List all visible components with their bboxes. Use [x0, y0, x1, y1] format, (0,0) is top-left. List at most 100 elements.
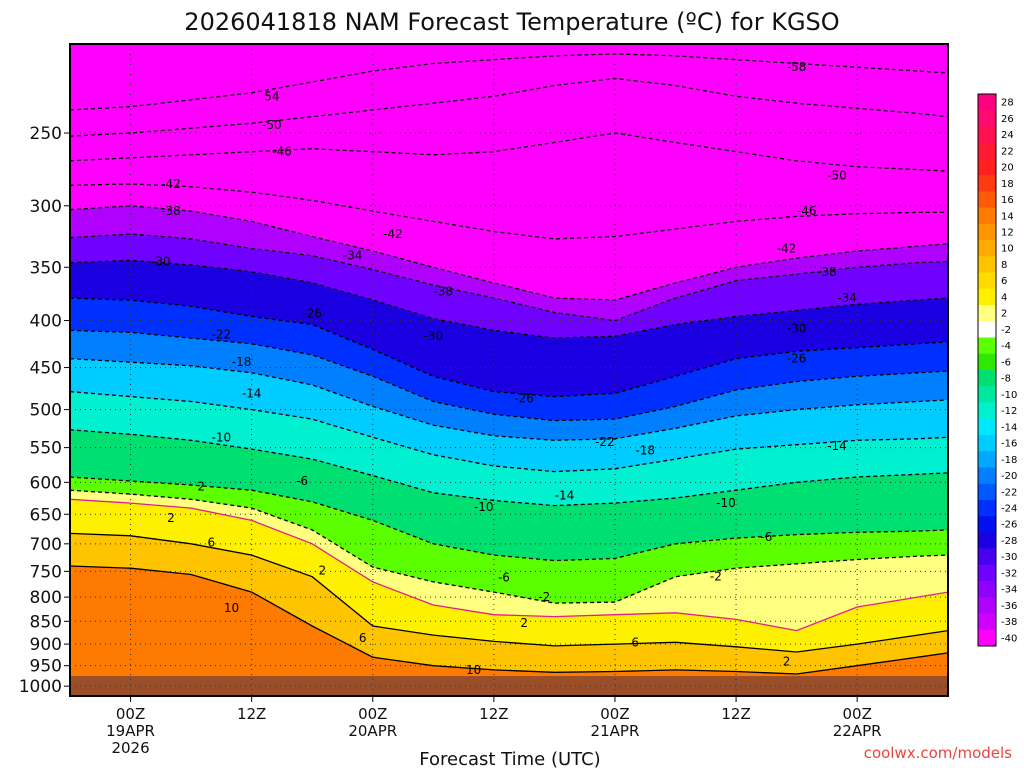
- contour-label: -14: [827, 439, 847, 453]
- colorbar-frame: [977, 93, 997, 647]
- contour-label: -42: [383, 227, 403, 241]
- fill-band--18: [70, 358, 948, 472]
- colorbar-label: 2: [1001, 309, 1007, 320]
- colorbar-label: -30: [1001, 552, 1017, 563]
- isotherm-6: [70, 532, 948, 653]
- colorbar: 28 26 24 22 20 18 16 14 12 10 8 6 4 2 -2 -4 -6 -8 -10 -12 -1…: [977, 93, 1017, 647]
- colorbar-swatch: [978, 434, 996, 452]
- colorbar-swatch: [978, 94, 996, 111]
- colorbar-swatch: [978, 499, 996, 517]
- fill-band--54: [70, 53, 948, 137]
- isotherm--18: [70, 357, 948, 441]
- colorbar-swatch: [978, 353, 996, 371]
- contour-label: 6: [359, 631, 367, 645]
- contour-label: -46: [797, 204, 817, 218]
- colorbar-label: -36: [1001, 601, 1017, 612]
- contour-label: 10: [224, 601, 239, 615]
- x-tick-date: 22APR: [833, 722, 882, 740]
- colorbar-swatch: [978, 564, 996, 582]
- colorbar-label: 14: [1001, 211, 1014, 222]
- isotherm--2: [70, 489, 948, 604]
- y-tick-label: 850: [30, 612, 62, 632]
- contour-label: -10: [716, 496, 736, 510]
- isotherm-2: [70, 498, 948, 632]
- y-tick-label: 750: [30, 562, 62, 582]
- colorbar-label: -18: [1001, 455, 1017, 466]
- contour-label: -26: [787, 352, 807, 366]
- colorbar-label: -40: [1001, 633, 1017, 644]
- x-tick-time: 12Z: [721, 705, 750, 723]
- colorbar-swatch: [978, 321, 996, 338]
- contour-label: 2: [318, 563, 326, 577]
- colorbar-label: 16: [1001, 195, 1014, 206]
- contour-label: -10: [212, 430, 232, 444]
- y-tick-label: 700: [30, 535, 62, 555]
- plot-frame: [69, 43, 949, 697]
- x-tick-year: 2026: [111, 739, 149, 757]
- y-tick-label: 800: [30, 588, 62, 608]
- x-tick-date: 21APR: [591, 722, 640, 740]
- contour-label: -2: [538, 590, 550, 604]
- colorbar-label: 12: [1001, 228, 1014, 239]
- colorbar-label: 8: [1001, 260, 1007, 271]
- contour-label: -30: [151, 255, 171, 269]
- x-tick-date: 20APR: [348, 722, 397, 740]
- contour-label: -6: [760, 530, 772, 544]
- contour-label-layer: 54-50-46-42-38-42-34-30-38-26-22 -30-18-1…: [151, 60, 857, 677]
- colorbar-swatch: [978, 386, 996, 403]
- colorbar-swatch: [978, 337, 996, 355]
- y-tick-label: 950: [30, 657, 62, 677]
- colorbar-label: -32: [1001, 568, 1017, 579]
- y-axis: 250 300 350 400 450 500 550 600 650 700 750 800 850 9…: [19, 124, 70, 697]
- colorbar-label: 4: [1001, 292, 1007, 303]
- contour-label: 6: [207, 536, 215, 550]
- contour-label: -18: [232, 355, 252, 369]
- fill-band--30: [70, 260, 948, 397]
- fill-band--26: [70, 298, 948, 421]
- colorbar-swatch: [978, 581, 996, 598]
- contour-label: 2: [520, 616, 528, 630]
- fill-band--38: [70, 205, 948, 321]
- contour-label: -46: [272, 145, 292, 159]
- colorbar-label: -28: [1001, 536, 1017, 547]
- y-tick-label: 350: [30, 258, 62, 278]
- contour-label: -10: [474, 500, 494, 514]
- fill-band--34: [70, 234, 948, 339]
- fill-band--46: [70, 133, 948, 239]
- isotherm--38: [70, 205, 948, 301]
- isotherm--30: [70, 259, 948, 339]
- colorbar-swatch: [978, 629, 996, 647]
- colorbar-label: 24: [1001, 130, 1014, 141]
- x-tick-time: 00Z: [116, 705, 145, 723]
- contour-label: -38: [434, 285, 454, 299]
- x-tick-date: 19APR: [106, 722, 155, 740]
- colorbar-label: 22: [1001, 146, 1014, 157]
- fill-band--10: [70, 429, 948, 561]
- fill-band--6: [70, 477, 948, 604]
- y-tick-label: 1000: [19, 677, 62, 697]
- fill-band--2: [70, 490, 948, 631]
- colorbar-swatch: [978, 175, 996, 192]
- colorbar-swatch: [978, 532, 996, 549]
- credit-text: coolwx.com/models: [864, 744, 1012, 762]
- colorbar-swatch: [978, 451, 996, 468]
- colorbar-label: 10: [1001, 244, 1014, 255]
- fill-band--50: [70, 78, 948, 172]
- y-tick-label: 250: [30, 124, 62, 144]
- colorbar-label: -4: [1001, 341, 1011, 352]
- contour-label: -50: [262, 118, 282, 132]
- contour-label: -14: [555, 488, 575, 502]
- contour-label: -14: [242, 386, 262, 400]
- isotherm--50: [70, 77, 948, 137]
- colorbar-swatch: [978, 483, 996, 501]
- colorbar-swatch: [978, 158, 996, 176]
- colorbar-swatch: [978, 272, 996, 290]
- colorbar-label: 20: [1001, 163, 1014, 174]
- fill-band--14: [70, 391, 948, 506]
- colorbar-swatch: [978, 613, 996, 631]
- ground-layer: [70, 676, 948, 696]
- contour-label: 2: [197, 479, 205, 493]
- x-tick-time: 12Z: [237, 705, 266, 723]
- colorbar-label: -14: [1001, 422, 1017, 433]
